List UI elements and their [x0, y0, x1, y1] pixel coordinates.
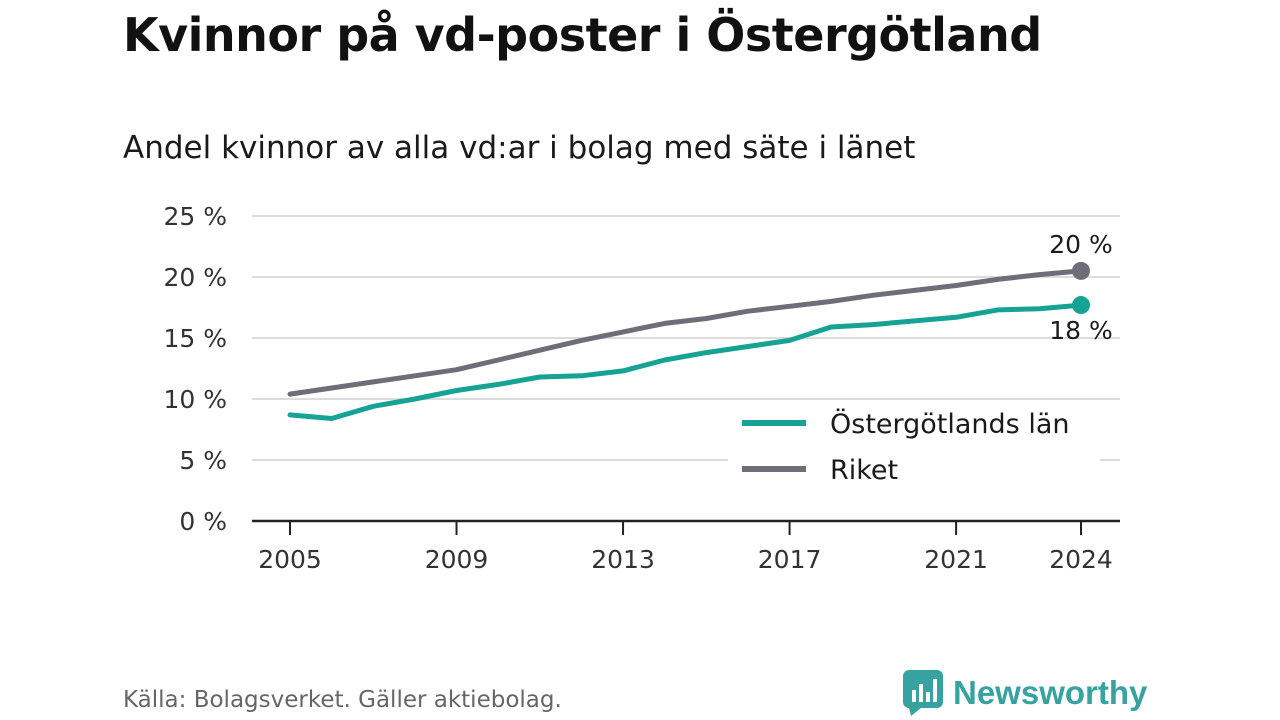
end-label-riket: 20 %: [1049, 230, 1113, 259]
series-line-1: [287, 268, 1084, 397]
y-tick-label: 5 %: [179, 446, 227, 475]
y-tick-label: 0 %: [179, 507, 227, 536]
x-tick-label: 2024: [1049, 545, 1113, 574]
x-tick-label: 2021: [924, 545, 988, 574]
brand-name: Newsworthy: [953, 674, 1148, 711]
series-line-0: [287, 302, 1084, 421]
y-tick-label: 15 %: [163, 324, 227, 353]
x-tick-label: 2013: [591, 545, 655, 574]
source-note: Källa: Bolagsverket. Gäller aktiebolag.: [123, 687, 562, 713]
end-label-ostergotland: 18 %: [1049, 316, 1113, 345]
y-tick-label: 20 %: [163, 263, 227, 292]
legend-label-0: Östergötlands län: [830, 408, 1070, 440]
x-tick-label: 2009: [425, 545, 489, 574]
legend-background: [728, 400, 1100, 496]
x-tick-label: 2005: [258, 545, 322, 574]
x-tick-label: 2017: [758, 545, 822, 574]
brand-logo[interactable]: Newsworthy: [903, 670, 1147, 716]
newsworthy-logo-icon: [903, 670, 943, 716]
y-tick-label: 25 %: [163, 202, 227, 231]
series-end-point-0: [1072, 296, 1090, 315]
y-tick-label: 10 %: [163, 385, 227, 414]
legend-label-1: Riket: [830, 455, 898, 486]
chart-title: Kvinnor på vd-poster i Östergötland: [123, 8, 1042, 62]
chart-subtitle: Andel kvinnor av alla vd:ar i bolag med …: [123, 130, 916, 166]
series-end-point-1: [1072, 261, 1090, 280]
